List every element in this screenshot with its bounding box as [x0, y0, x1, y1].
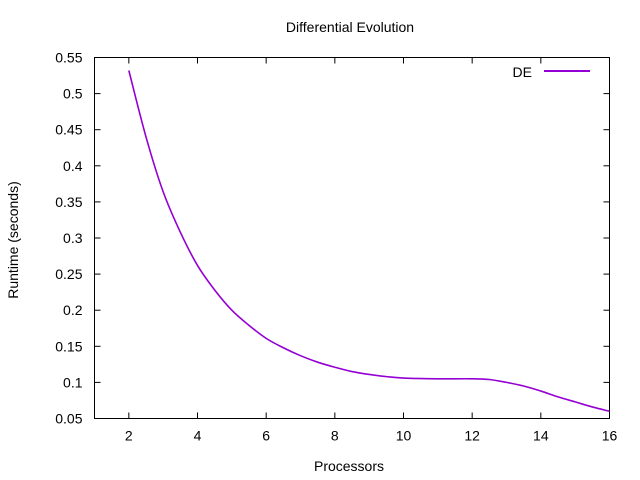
chart-title: Differential Evolution [286, 19, 414, 35]
y-tick-label: 0.4 [63, 158, 83, 174]
x-axis-label: Processors [314, 458, 384, 474]
x-tick-label: 4 [194, 428, 202, 444]
plot-frame [94, 57, 610, 419]
x-tick-label: 6 [262, 428, 270, 444]
axis-ticks [94, 57, 610, 419]
x-tick-labels: 2 4 6 8 10 12 14 16 [125, 428, 618, 444]
series-line-de [128, 70, 610, 413]
y-tick-label: 0.05 [55, 411, 82, 427]
y-tick-label: 0.35 [55, 194, 82, 210]
y-tick-labels: 0.05 0.1 0.15 0.2 0.25 0.3 0.35 0.4 0.45 0.5 0.55 [55, 50, 82, 427]
y-tick-label: 0.3 [63, 230, 83, 246]
y-tick-label: 0.55 [55, 50, 82, 66]
x-tick-label: 2 [125, 428, 133, 444]
x-tick-label: 16 [602, 428, 618, 444]
legend-entry-de-label: DE [513, 64, 532, 80]
y-tick-label: 0.25 [55, 266, 82, 282]
y-tick-label: 0.1 [63, 374, 83, 390]
y-tick-label: 0.15 [55, 338, 82, 354]
legend: DE [513, 64, 590, 80]
x-tick-label: 8 [331, 428, 339, 444]
y-tick-label: 0.45 [55, 122, 82, 138]
y-tick-label: 0.2 [63, 302, 83, 318]
y-axis-label: Runtime (seconds) [5, 181, 21, 299]
series-layer [128, 70, 610, 413]
x-tick-label: 10 [396, 428, 412, 444]
y-tick-label: 0.5 [63, 86, 83, 102]
x-tick-label: 14 [533, 428, 549, 444]
x-tick-label: 12 [464, 428, 480, 444]
